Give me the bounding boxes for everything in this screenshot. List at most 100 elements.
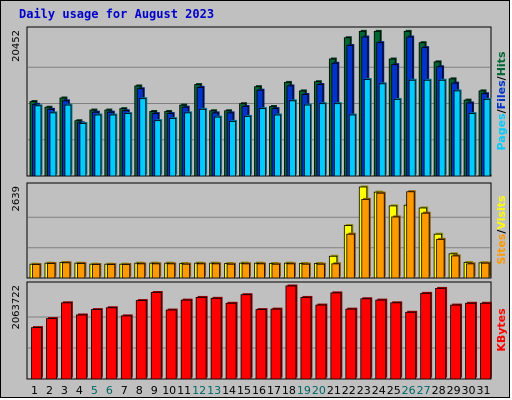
bar-kbytes-day-5 xyxy=(90,309,102,380)
x-tick-label-day-31: 31 xyxy=(477,384,491,397)
bar-pages-day-14 xyxy=(229,121,236,177)
bar-sites-day-13 xyxy=(211,263,220,279)
bar-pages-day-17 xyxy=(274,114,281,177)
bar-kbytes-day-4 xyxy=(76,314,87,380)
x-tick-label-day-17: 17 xyxy=(267,384,281,397)
bar-sites-day-18 xyxy=(286,263,295,279)
bar-sites-day-2 xyxy=(47,263,56,279)
bar-sites-day-20 xyxy=(316,263,325,279)
x-tick-label-day-10: 10 xyxy=(162,384,176,397)
bar-sites-day-4 xyxy=(77,263,86,279)
bar-kbytes-day-31 xyxy=(480,302,491,380)
x-tick-label-day-2: 2 xyxy=(46,384,53,397)
bar-kbytes-day-18 xyxy=(285,285,297,380)
x-tick-label-day-19: 19 xyxy=(297,384,311,397)
bar-pages-day-22 xyxy=(348,114,356,177)
x-tick-label-day-22: 22 xyxy=(342,384,356,397)
bar-pages-day-1 xyxy=(34,105,42,177)
bar-kbytes-day-27 xyxy=(420,292,432,380)
bar-pages-day-3 xyxy=(64,104,72,177)
bar-sites-day-30 xyxy=(466,263,475,279)
x-tick-label-day-3: 3 xyxy=(61,384,68,397)
bar-pages-day-10 xyxy=(169,118,177,177)
y-max-label-kbytes: 2063722 xyxy=(11,285,22,330)
bar-kbytes-day-16 xyxy=(255,309,267,380)
x-tick-label-day-29: 29 xyxy=(447,384,461,397)
bar-sites-day-25 xyxy=(391,216,400,279)
bar-sites-day-11 xyxy=(181,263,191,279)
legend-entry: Sites xyxy=(495,233,508,264)
bar-pages-day-18 xyxy=(289,100,296,177)
bar-kbytes-day-11 xyxy=(180,299,192,380)
bar-sites-day-9 xyxy=(151,263,161,279)
x-tick-label-day-5: 5 xyxy=(91,384,98,397)
legend-entry: KBytes xyxy=(495,308,508,352)
bar-sites-day-7 xyxy=(121,264,131,279)
bar-sites-day-10 xyxy=(166,263,176,279)
bar-pages-day-23 xyxy=(363,79,371,177)
bar-pages-day-29 xyxy=(453,90,461,177)
bar-kbytes-day-21 xyxy=(330,292,342,380)
bar-pages-day-25 xyxy=(393,99,401,177)
bar-sites-day-19 xyxy=(301,263,310,279)
legend-entry: Visits xyxy=(495,195,508,230)
bar-pages-day-30 xyxy=(468,113,476,177)
bar-pages-day-15 xyxy=(244,116,251,177)
bar-pages-day-27 xyxy=(423,79,431,177)
bar-kbytes-day-30 xyxy=(465,302,476,380)
bar-kbytes-day-26 xyxy=(405,311,417,380)
bar-kbytes-day-13 xyxy=(210,297,222,380)
bar-kbytes-day-10 xyxy=(165,309,177,380)
x-tick-label-day-11: 11 xyxy=(177,384,191,397)
x-tick-label-day-7: 7 xyxy=(121,384,128,397)
bar-kbytes-day-20 xyxy=(315,304,327,380)
bar-kbytes-day-22 xyxy=(345,308,357,380)
bar-sites-day-5 xyxy=(91,264,101,279)
bar-kbytes-day-28 xyxy=(435,288,446,380)
legend-sites-visits: Sites/Visits xyxy=(495,195,508,265)
legend-pages-files-hits: Pages/Files/Hits xyxy=(495,51,508,150)
bar-pages-day-2 xyxy=(49,112,57,177)
bar-pages-day-16 xyxy=(259,108,266,177)
bar-sites-day-28 xyxy=(436,238,445,279)
bar-pages-day-19 xyxy=(304,104,311,177)
x-tick-label-day-23: 23 xyxy=(357,384,371,397)
bar-kbytes-day-8 xyxy=(135,300,147,380)
bar-pages-day-20 xyxy=(318,103,326,177)
bar-kbytes-day-1 xyxy=(31,327,42,380)
bar-sites-day-17 xyxy=(271,263,280,279)
bar-kbytes-day-2 xyxy=(46,318,57,380)
x-tick-label-day-16: 16 xyxy=(252,384,266,397)
bar-kbytes-day-3 xyxy=(61,302,72,380)
x-tick-label-day-30: 30 xyxy=(462,384,476,397)
x-tick-label-day-13: 13 xyxy=(207,384,221,397)
bar-pages-day-8 xyxy=(139,98,147,177)
bar-sites-day-23 xyxy=(361,198,370,279)
x-tick-label-day-12: 12 xyxy=(192,384,206,397)
bar-pages-day-6 xyxy=(109,114,117,177)
bar-sites-day-24 xyxy=(376,192,385,279)
bar-pages-day-24 xyxy=(378,83,386,177)
bar-pages-day-5 xyxy=(94,114,102,177)
bar-kbytes-day-23 xyxy=(360,298,372,380)
legend-entry: Hits xyxy=(495,51,508,76)
legend-entry: Files xyxy=(495,80,508,110)
x-tick-label-day-8: 8 xyxy=(136,384,143,397)
y-max-label-sites-visits: 2639 xyxy=(11,186,22,211)
bar-sites-day-22 xyxy=(346,233,355,279)
x-tick-label-day-28: 28 xyxy=(432,384,446,397)
legend-kbytes: KBytes xyxy=(495,308,508,352)
bar-sites-day-8 xyxy=(136,263,146,279)
bar-kbytes-day-24 xyxy=(375,299,387,380)
bar-pages-day-31 xyxy=(483,99,491,177)
bar-sites-day-27 xyxy=(421,212,430,279)
bar-kbytes-day-25 xyxy=(390,302,402,380)
bar-sites-day-31 xyxy=(481,262,490,279)
bar-pages-day-11 xyxy=(184,112,192,177)
bar-sites-day-21 xyxy=(331,263,340,279)
bar-sites-day-16 xyxy=(256,263,265,279)
bar-pages-day-4 xyxy=(79,123,87,177)
x-tick-label-day-20: 20 xyxy=(312,384,326,397)
legend-entry: Pages xyxy=(495,113,508,151)
